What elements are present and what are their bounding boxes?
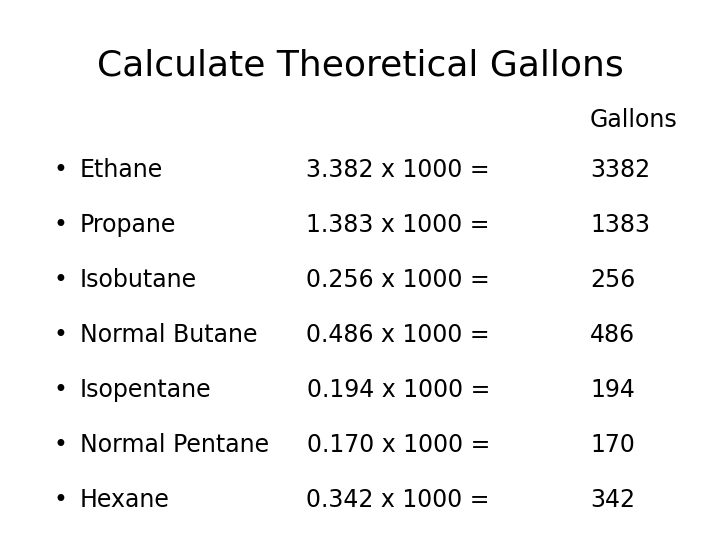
- Text: 170: 170: [590, 433, 635, 457]
- Text: Isobutane: Isobutane: [80, 268, 197, 292]
- Text: 486: 486: [590, 323, 635, 347]
- Text: Isopentane: Isopentane: [80, 378, 212, 402]
- Text: •: •: [53, 213, 67, 237]
- Text: Calculate Theoretical Gallons: Calculate Theoretical Gallons: [96, 48, 624, 82]
- Text: 1383: 1383: [590, 213, 650, 237]
- Text: •: •: [53, 378, 67, 402]
- Text: 3382: 3382: [590, 158, 650, 182]
- Text: Gallons: Gallons: [590, 108, 678, 132]
- Text: •: •: [53, 488, 67, 512]
- Text: Ethane: Ethane: [80, 158, 163, 182]
- Text: Propane: Propane: [80, 213, 176, 237]
- Text: •: •: [53, 268, 67, 292]
- Text: Normal Pentane: Normal Pentane: [80, 433, 269, 457]
- Text: 342: 342: [590, 488, 635, 512]
- Text: 0.194 x 1000 =: 0.194 x 1000 =: [307, 378, 490, 402]
- Text: 0.342 x 1000 =: 0.342 x 1000 =: [307, 488, 490, 512]
- Text: •: •: [53, 158, 67, 182]
- Text: 3.382 x 1000 =: 3.382 x 1000 =: [307, 158, 490, 182]
- Text: 256: 256: [590, 268, 635, 292]
- Text: 0.170 x 1000 =: 0.170 x 1000 =: [307, 433, 490, 457]
- Text: •: •: [53, 323, 67, 347]
- Text: •: •: [53, 433, 67, 457]
- Text: Normal Butane: Normal Butane: [80, 323, 258, 347]
- Text: 194: 194: [590, 378, 635, 402]
- Text: 0.256 x 1000 =: 0.256 x 1000 =: [306, 268, 490, 292]
- Text: 0.486 x 1000 =: 0.486 x 1000 =: [307, 323, 490, 347]
- Text: 1.383 x 1000 =: 1.383 x 1000 =: [307, 213, 490, 237]
- Text: Hexane: Hexane: [80, 488, 170, 512]
